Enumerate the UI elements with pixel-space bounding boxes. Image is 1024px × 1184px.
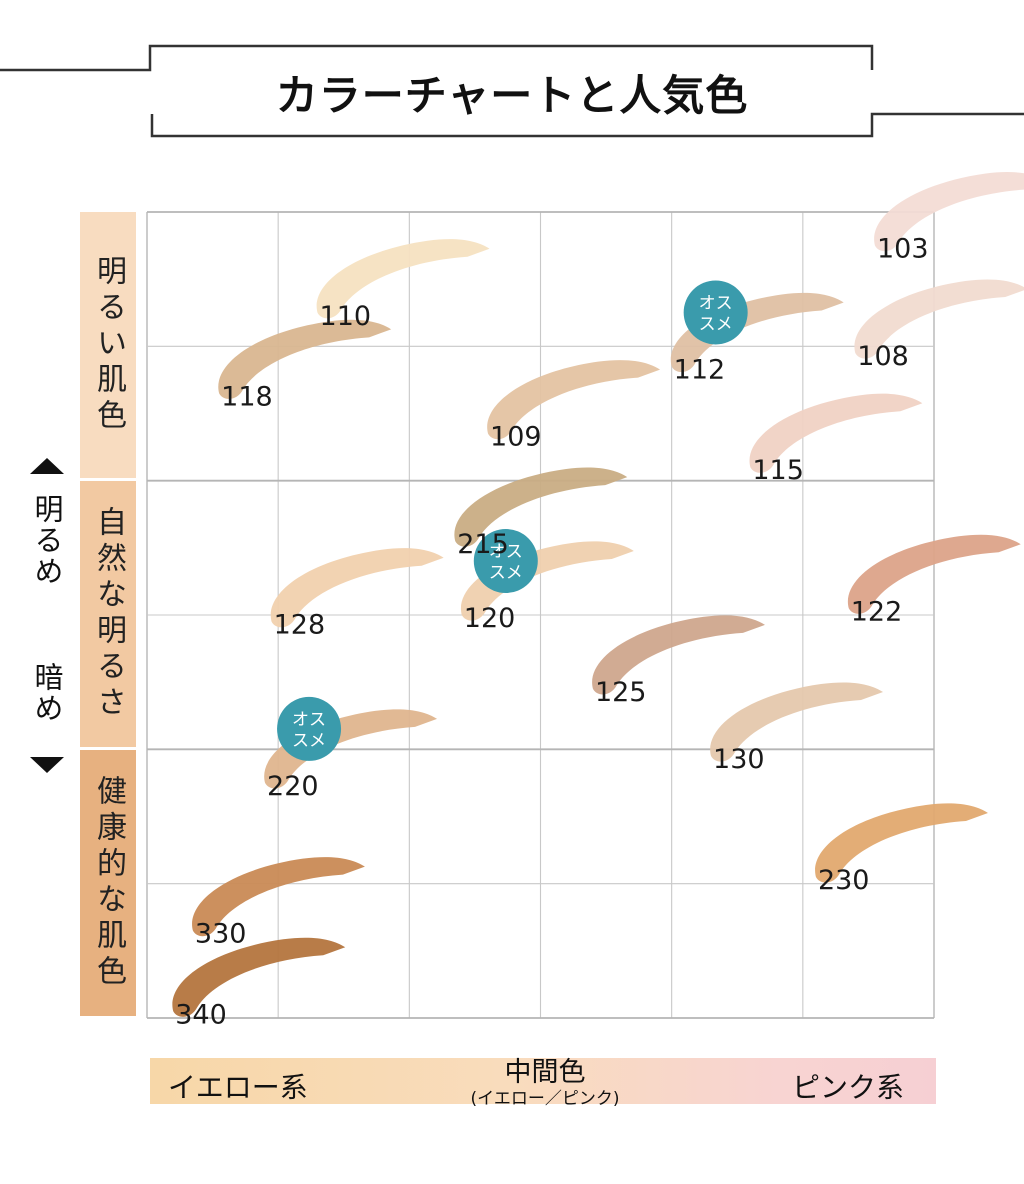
y-axis-bottom-label: 暗め	[30, 662, 64, 724]
x-axis-left-label: イエロー系	[168, 1071, 308, 1104]
shade-label-118: 118	[221, 381, 273, 412]
shade-swatch-110	[316, 239, 490, 319]
shade-swatch-118	[218, 319, 392, 399]
badge-text-line1: オス	[699, 293, 733, 313]
shade-swatch-340	[172, 937, 346, 1017]
shade-label-108: 108	[857, 341, 909, 372]
row-label-natural: 自然な明るさ	[91, 506, 126, 722]
x-axis-middle-sub-label: (イエロー／ピンク)	[470, 1089, 620, 1109]
shade-label-109: 109	[490, 422, 542, 453]
row-band-bright: 明るい肌色	[80, 212, 136, 478]
recommend-badge-120	[473, 529, 538, 593]
shade-swatch-215	[454, 467, 628, 547]
shade-label-122: 122	[851, 596, 903, 627]
row-band-natural: 自然な明るさ	[80, 481, 136, 747]
recommend-badge-112	[683, 280, 748, 345]
shade-swatch-122	[847, 534, 1021, 614]
row-label-healthy: 健康的な肌色	[91, 775, 126, 991]
badge-text-line2: スメ	[489, 563, 523, 583]
shade-label-125: 125	[595, 677, 647, 708]
shade-label-215: 215	[457, 529, 509, 560]
row-label-bright: 明るい肌色	[91, 255, 126, 435]
shade-swatch-103	[874, 172, 1024, 252]
badge-text-line1: オス	[489, 542, 523, 562]
badge-text-line2: スメ	[699, 314, 733, 334]
shade-label-103: 103	[877, 234, 929, 265]
shade-label-112: 112	[674, 354, 726, 385]
shade-label-130: 130	[713, 744, 765, 775]
shade-label-128: 128	[274, 610, 326, 641]
shade-label-220: 220	[267, 771, 319, 802]
shade-swatch-130	[710, 682, 884, 762]
shade-label-120: 120	[464, 603, 516, 634]
shade-swatch-230	[815, 803, 988, 883]
shade-label-330: 330	[195, 919, 247, 950]
arrow-up-icon	[30, 458, 64, 474]
arrow-down-icon	[30, 757, 64, 773]
shade-swatch-115	[749, 393, 923, 473]
shade-swatch-125	[592, 615, 765, 695]
recommend-badge-220	[277, 696, 342, 761]
chart-title: カラーチャートと人気色	[275, 71, 749, 120]
y-axis-top-label: 明るめ	[30, 494, 64, 587]
row-band-healthy: 健康的な肌色	[80, 750, 136, 1016]
badge-text-line2: スメ	[292, 731, 326, 751]
shade-label-230: 230	[818, 865, 870, 896]
title-frame	[0, 44, 1024, 138]
y-axis-indicator: 明るめ 暗め	[22, 458, 72, 773]
shade-swatch-128	[270, 548, 444, 628]
swatch-layer	[172, 172, 1024, 1017]
label-layer: 103 110 108 112 118 109 115 215 122 128 120 125 130 2…	[175, 234, 928, 1031]
x-axis-right-label: ピンク系	[792, 1071, 905, 1104]
shade-label-115: 115	[752, 455, 804, 486]
shade-swatch-330	[192, 857, 365, 937]
shade-label-340: 340	[175, 999, 227, 1030]
chart-grid	[146, 211, 935, 1019]
shade-swatch-108	[854, 279, 1024, 359]
shade-label-110: 110	[320, 301, 372, 332]
shade-swatch-109	[487, 360, 661, 440]
badge-text-line1: オス	[292, 710, 326, 730]
x-axis-bar	[150, 1058, 936, 1104]
x-axis-middle-label: 中間色	[504, 1057, 586, 1088]
